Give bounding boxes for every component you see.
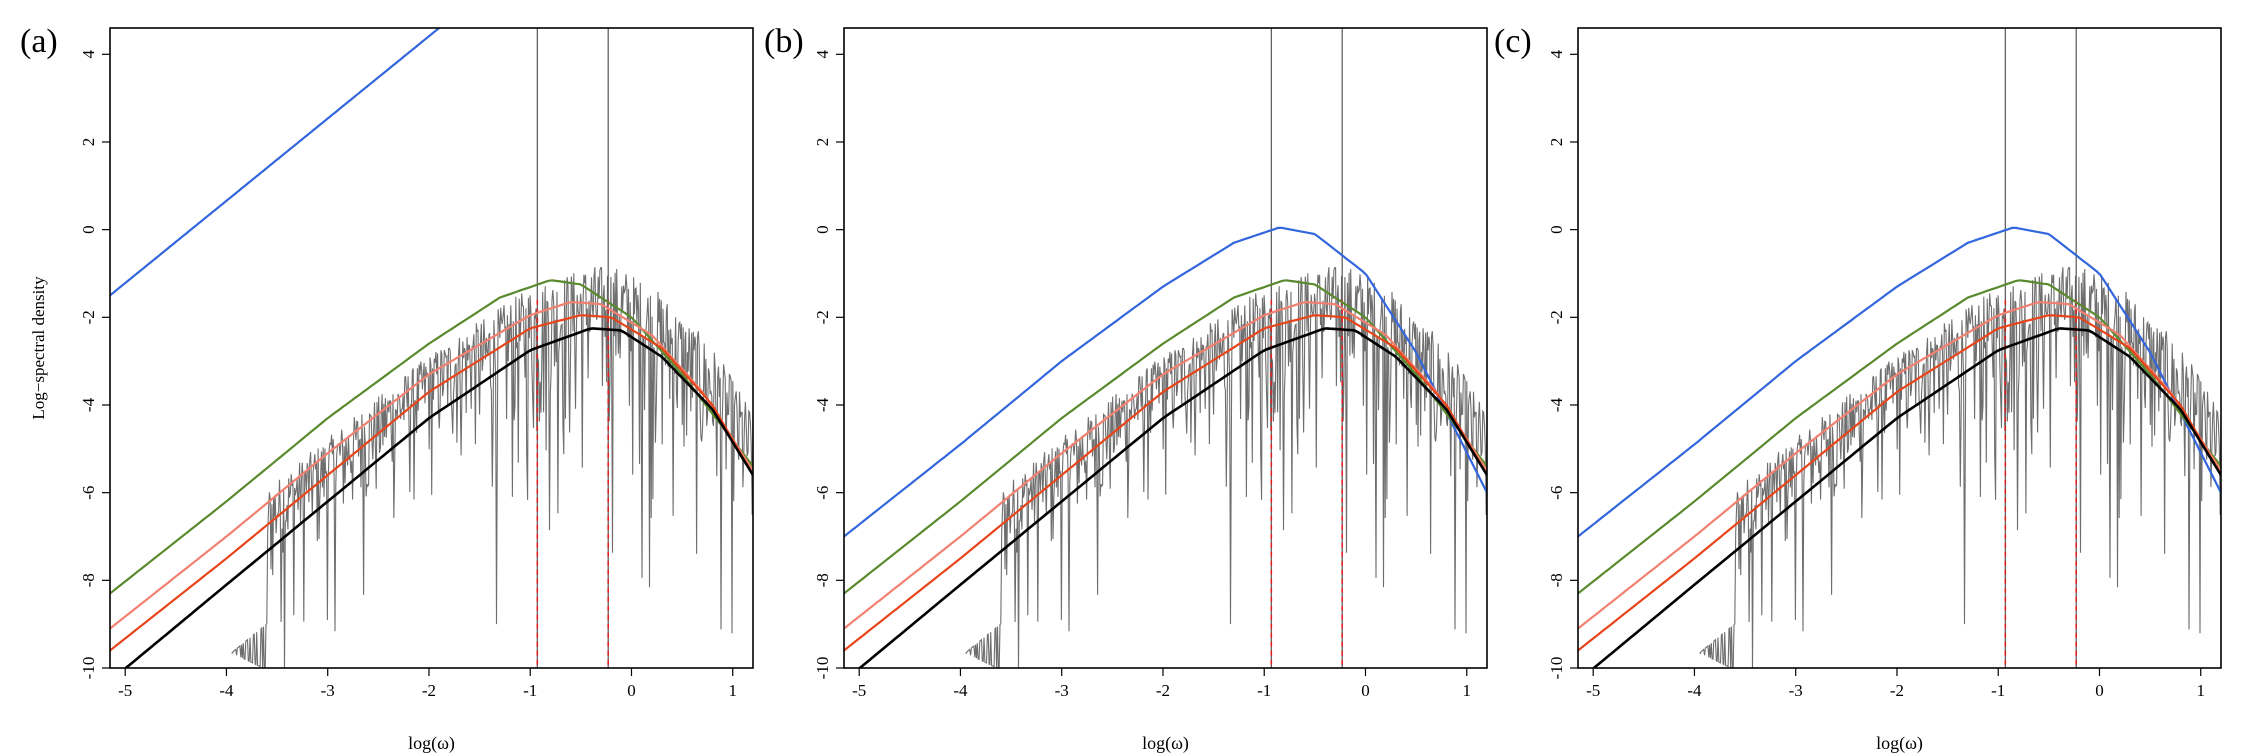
panel-label: (c): [1494, 23, 1532, 60]
x-tick-label: -3: [1789, 681, 1803, 700]
y-tick-label: 0: [1547, 225, 1566, 234]
y-tick-label: 0: [813, 225, 832, 234]
periodogram-line: [965, 266, 1487, 668]
x-tick-label: -2: [422, 681, 436, 700]
x-tick-label: 1: [2196, 681, 2205, 700]
green-curve: [110, 279, 753, 595]
plot-frame: [1577, 27, 2222, 669]
x-tick-label: -3: [1055, 681, 1069, 700]
green-curve: [1578, 279, 2221, 595]
y-tick-label: -6: [813, 486, 832, 500]
green-curve: [844, 279, 1487, 595]
x-tick-label: 1: [728, 681, 737, 700]
x-tick-label: -2: [1890, 681, 1904, 700]
blue-curve: [1578, 226, 2221, 538]
y-axis-label: Log−spectral density: [29, 276, 48, 420]
black-curve: [123, 327, 753, 668]
x-tick-label: -1: [1991, 681, 2005, 700]
x-tick-label: -5: [1586, 681, 1600, 700]
x-tick-label: -4: [953, 681, 968, 700]
panel-label: (a): [20, 23, 58, 60]
y-tick-label: -10: [813, 657, 832, 680]
y-tick-label: 4: [813, 50, 832, 59]
blue-curve: [110, 28, 440, 297]
x-tick-label: 0: [627, 681, 636, 700]
y-tick-label: -6: [1547, 486, 1566, 500]
x-tick-label: -1: [1257, 681, 1271, 700]
x-axis-label: log(ω): [1142, 733, 1189, 754]
y-tick-label: -10: [1547, 657, 1566, 680]
x-tick-label: -5: [852, 681, 866, 700]
y-tick-label: -2: [813, 310, 832, 324]
x-tick-label: -1: [523, 681, 537, 700]
y-tick-label: -4: [1547, 397, 1566, 412]
x-tick-label: 0: [2095, 681, 2104, 700]
orange_red-curve: [110, 314, 753, 652]
y-tick-label: -2: [79, 310, 98, 324]
y-tick-label: 4: [79, 50, 98, 59]
x-tick-label: -4: [1687, 681, 1702, 700]
periodogram-line: [1699, 266, 2221, 668]
y-tick-label: -2: [1547, 310, 1566, 324]
plot-area: [844, 28, 1487, 668]
y-tick-label: -10: [79, 657, 98, 680]
panel-label: (b): [764, 23, 804, 60]
x-tick-label: -5: [118, 681, 132, 700]
orange_red-curve: [1578, 314, 2221, 652]
y-tick-label: -8: [813, 573, 832, 587]
x-tick-label: 1: [1462, 681, 1471, 700]
y-tick-label: 2: [79, 138, 98, 147]
y-tick-label: -4: [79, 397, 98, 412]
plot-area: [1578, 28, 2221, 668]
y-tick-label: 4: [1547, 50, 1566, 59]
plot-frame: [109, 27, 754, 669]
x-axis-label: log(ω): [1876, 733, 1923, 754]
x-tick-label: -3: [321, 681, 335, 700]
y-tick-label: -8: [79, 573, 98, 587]
salmon-curve: [1578, 300, 2221, 630]
y-tick-label: 2: [1547, 138, 1566, 147]
x-tick-label: -4: [219, 681, 234, 700]
y-tick-label: -8: [1547, 573, 1566, 587]
y-tick-label: -6: [79, 486, 98, 500]
blue-curve: [844, 226, 1487, 538]
black-curve: [857, 327, 1487, 668]
periodogram-line: [231, 266, 753, 668]
salmon-curve: [110, 300, 753, 630]
y-tick-label: 0: [79, 225, 98, 234]
black-curve: [1591, 327, 2221, 668]
x-tick-label: -2: [1156, 681, 1170, 700]
y-tick-label: 2: [813, 138, 832, 147]
plot-frame: [843, 27, 1488, 669]
orange_red-curve: [844, 314, 1487, 652]
x-axis-label: log(ω): [408, 733, 455, 754]
salmon-curve: [844, 300, 1487, 630]
plot-area: [110, 28, 753, 668]
y-tick-label: -4: [813, 397, 832, 412]
x-tick-label: 0: [1361, 681, 1370, 700]
